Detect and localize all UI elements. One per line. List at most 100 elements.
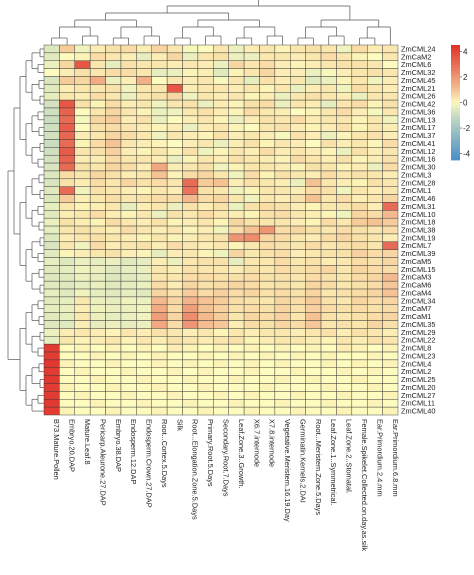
heatmap-cell	[320, 288, 337, 298]
heatmap-cell	[59, 383, 76, 392]
legend-gradient-step	[451, 45, 460, 49]
heatmap-cell	[274, 249, 291, 258]
row-label: ZmCaM5	[401, 257, 431, 266]
heatmap-cell	[259, 351, 276, 361]
heatmap-cell	[366, 351, 383, 361]
heatmap-cell	[259, 139, 276, 148]
heatmap-cell	[43, 170, 60, 180]
heatmap-cell	[151, 367, 168, 376]
heatmap-cell	[182, 139, 199, 148]
heatmap-cell	[336, 131, 353, 140]
heatmap-cell	[74, 92, 91, 101]
heatmap-cell	[151, 202, 168, 211]
heatmap-cell	[213, 383, 229, 392]
heatmap-cell	[366, 241, 383, 250]
heatmap-cell	[197, 265, 214, 274]
heatmap-cell	[290, 210, 306, 219]
heatmap-cell	[351, 320, 368, 329]
heatmap-cell	[305, 249, 322, 258]
heatmap-cell	[336, 115, 353, 124]
heatmap-cell	[197, 343, 214, 353]
heatmap-cell	[166, 194, 183, 203]
heatmap-cell	[290, 52, 306, 61]
heatmap-cell	[336, 233, 353, 243]
heatmap-cell	[197, 44, 214, 54]
heatmap-cell	[89, 60, 106, 69]
heatmap-cell	[89, 288, 106, 298]
heatmap-cell	[243, 312, 260, 321]
heatmap-cell	[351, 375, 368, 384]
heatmap-cell	[136, 273, 152, 282]
heatmap-cell	[382, 170, 399, 180]
heatmap-cell	[182, 399, 199, 408]
heatmap-cell	[59, 343, 76, 353]
heatmap-cell	[382, 273, 399, 282]
row-label: ZmCML30	[401, 163, 436, 172]
heatmap-cell	[305, 336, 322, 345]
heatmap-cell	[228, 265, 245, 274]
heatmap-cell	[213, 280, 229, 290]
heatmap-cell	[105, 273, 122, 282]
heatmap-cell	[89, 76, 106, 85]
heatmap-cell	[151, 52, 168, 61]
heatmap-cell	[105, 107, 122, 117]
heatmap-cell	[43, 367, 60, 376]
heatmap-cell	[243, 249, 260, 258]
heatmap-cell	[320, 139, 337, 148]
heatmap-cell	[120, 351, 137, 361]
column-label: Embryo.38.DAP	[114, 419, 123, 472]
heatmap-cell	[213, 359, 229, 368]
heatmap-cell	[166, 233, 183, 243]
heatmap-cell	[351, 257, 368, 266]
heatmap-cell	[105, 391, 122, 400]
heatmap-cell	[320, 304, 337, 313]
heatmap-cell	[290, 131, 306, 140]
heatmap-cell	[305, 186, 322, 195]
heatmap-cell	[136, 233, 152, 243]
heatmap-cell	[305, 312, 322, 321]
heatmap-cell	[382, 107, 399, 117]
heatmap-cell	[89, 84, 106, 93]
heatmap-cell	[382, 383, 399, 392]
heatmap-cell	[43, 131, 60, 140]
heatmap-cell	[74, 60, 91, 69]
heatmap-cell	[43, 154, 60, 164]
heatmap-cell	[89, 52, 106, 61]
heatmap-cell	[351, 123, 368, 132]
column-label: Endosperm.Crown.27.DAP	[145, 419, 154, 508]
heatmap-cell	[74, 52, 91, 61]
heatmap-cell	[290, 76, 306, 85]
column-label: Mature.Leaf.8	[83, 419, 92, 465]
heatmap-cell	[213, 375, 229, 384]
heatmap-cell	[74, 280, 91, 290]
heatmap-cell	[243, 123, 260, 132]
heatmap-cell	[228, 92, 245, 101]
heatmap-cell	[382, 367, 399, 376]
heatmap-cell	[136, 399, 152, 408]
heatmap-cell	[351, 312, 368, 321]
heatmap-cell	[259, 343, 276, 353]
heatmap-cell	[305, 320, 322, 329]
heatmap-cell	[336, 107, 353, 117]
heatmap-cell	[120, 320, 137, 329]
heatmap-cell	[59, 76, 76, 85]
heatmap-cell	[136, 92, 152, 101]
heatmap-cell	[274, 186, 291, 195]
heatmap-cell	[43, 280, 60, 290]
heatmap-cell	[259, 367, 276, 376]
heatmap-cell	[74, 312, 91, 321]
heatmap-cell	[105, 241, 122, 250]
heatmap-cell	[290, 68, 306, 77]
heatmap-cell	[351, 391, 368, 400]
heatmap-cell	[320, 44, 337, 54]
heatmap-cell	[89, 367, 106, 376]
heatmap-cell	[151, 131, 168, 140]
heatmap-cell	[305, 139, 322, 148]
heatmap-cell	[259, 359, 276, 368]
heatmap-cell	[59, 312, 76, 321]
heatmap-cell	[59, 367, 76, 376]
heatmap-cell	[243, 154, 260, 164]
heatmap-cell	[259, 391, 276, 400]
heatmap-cell	[136, 351, 152, 361]
legend-gradient-step	[451, 76, 460, 80]
